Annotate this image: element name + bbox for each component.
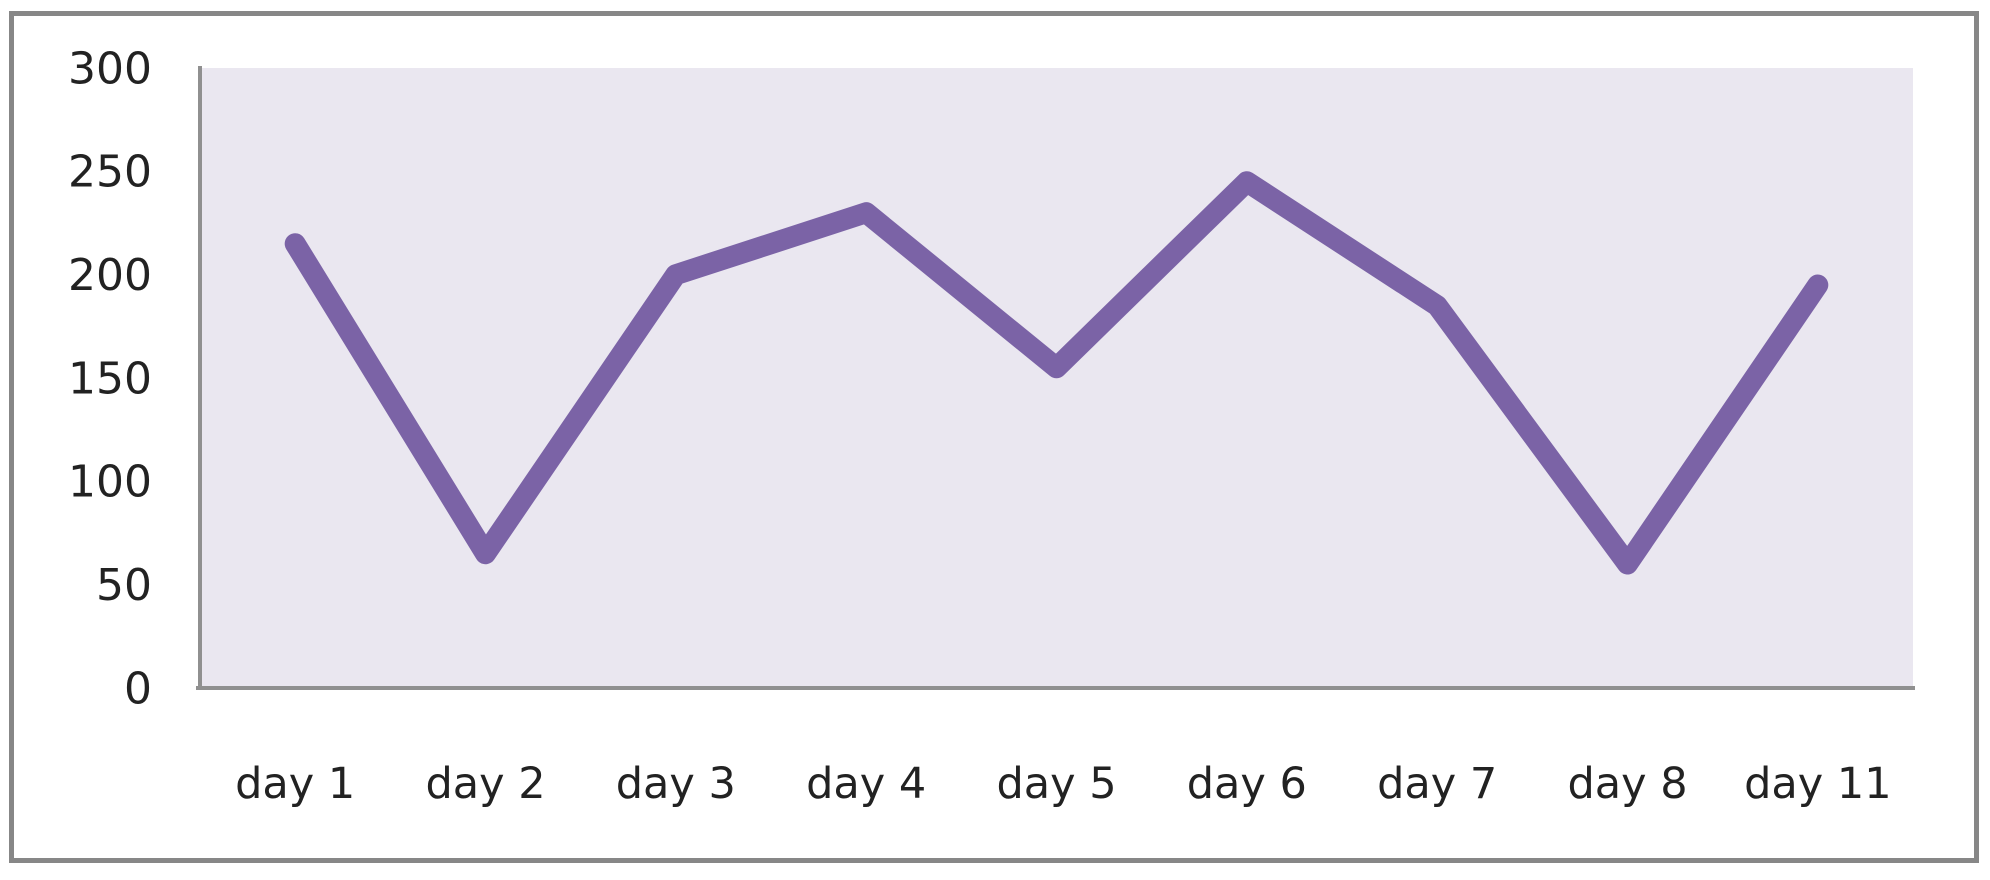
- y-tick-label: 200: [68, 250, 152, 301]
- data-series-line: [284, 171, 1829, 575]
- x-tick-label: day 1: [235, 759, 355, 809]
- y-tick-label: 100: [68, 457, 152, 508]
- x-tick-label: day 4: [806, 759, 926, 809]
- y-tick-label: 0: [124, 663, 152, 714]
- x-tick-label: day 7: [1377, 759, 1497, 809]
- x-tick-label: day 3: [616, 759, 736, 809]
- x-tick-label: day 11: [1744, 759, 1891, 809]
- y-tick-label: 50: [96, 560, 152, 611]
- x-tick-label: day 2: [425, 759, 545, 809]
- x-tick-label: day 8: [1567, 759, 1687, 809]
- x-tick-label: day 6: [1187, 759, 1307, 809]
- y-tick-label: 300: [68, 43, 152, 94]
- x-tick-label: day 5: [996, 759, 1116, 809]
- y-tick-label: 250: [68, 147, 152, 198]
- y-tick-label: 150: [68, 353, 152, 404]
